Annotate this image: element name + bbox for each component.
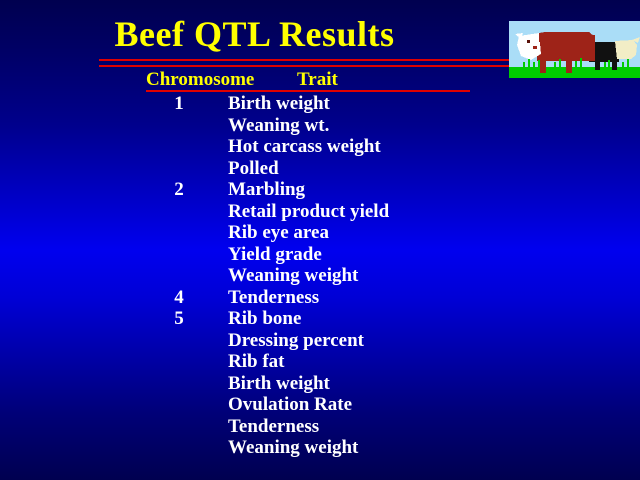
cell-chromosome: 1 [174,93,184,114]
cattle-illustration [509,21,640,78]
cell-trait: Retail product yield [228,200,390,222]
table-row: Yield grade [0,244,509,266]
table-row: Dressing percent [0,330,509,352]
table-row: Weaning wt. [0,115,509,137]
hereford-cow [515,32,595,73]
cell-trait: Rib bone [228,308,302,329]
table-row: Polled [0,158,509,180]
cell-trait: Weaning wt. [228,114,330,136]
column-header-chromosome: Chromosome [146,69,255,90]
grass-tufts [523,58,629,69]
cell-trait: Marbling [228,179,306,200]
cell-chromosome: 4 [174,286,184,308]
table-row: 1 Birth weight [0,93,509,115]
table-row: 4 Tenderness [0,287,509,309]
cell-trait: Rib fat [228,351,285,372]
cattle-illustration-svg [509,21,640,78]
table-row: Retail product yield [0,201,509,223]
cell-trait: Birth weight [228,93,330,114]
cell-trait: Hot carcass weight [228,136,381,157]
grass-ground [509,67,640,78]
table-row: Hot carcass weight [0,136,509,158]
column-header-trait: Trait [297,69,338,90]
table-header-divider [146,90,470,92]
cell-chromosome: 2 [174,179,184,200]
table-header-row: Chromosome Trait [0,70,509,90]
table-row: 5 Rib bone [0,308,509,330]
cell-trait: Birth weight [228,372,330,394]
title-divider-line-top [99,59,509,61]
cell-trait: Dressing percent [228,329,364,351]
table-row: Tenderness [0,416,509,438]
cell-trait: Weaning weight [228,437,359,458]
title-divider-line-bottom [99,65,509,67]
table-row: Rib eye area [0,222,509,244]
table-row: Birth weight [0,373,509,395]
cell-trait: Ovulation Rate [228,394,353,415]
page-title: Beef QTL Results [114,14,395,54]
table-row: Weaning weight [0,437,509,459]
cell-trait: Weaning weight [228,265,359,286]
cell-trait: Polled [228,157,279,179]
table-row: Weaning weight [0,265,509,287]
cell-trait: Tenderness [228,415,320,437]
table-row: Ovulation Rate [0,394,509,416]
cell-chromosome: 5 [174,308,184,329]
qtl-results-table: Chromosome Trait [0,70,509,90]
qtl-results-body: 1 Birth weight Weaning wt. Hot carcass w… [0,93,509,459]
cell-trait: Tenderness [228,286,320,308]
title-divider [99,59,509,67]
table-row: 2 Marbling [0,179,509,201]
cell-trait: Yield grade [228,243,322,265]
table-row: Rib fat [0,351,509,373]
cell-trait: Rib eye area [228,222,329,243]
